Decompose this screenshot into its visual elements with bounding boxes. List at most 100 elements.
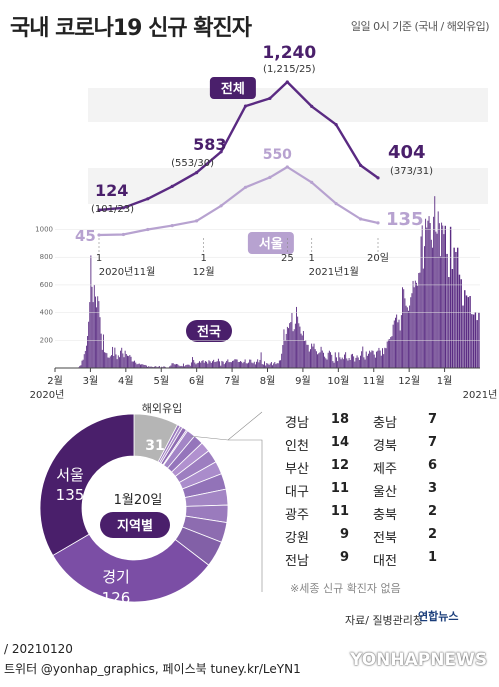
bar-day bbox=[411, 293, 413, 368]
bar-day bbox=[197, 362, 199, 368]
bar-day bbox=[85, 345, 87, 368]
bar-day bbox=[180, 365, 182, 368]
bar-day bbox=[221, 360, 223, 368]
bar-day bbox=[356, 355, 358, 368]
region-value: 3 bbox=[427, 481, 437, 496]
bar-day bbox=[99, 317, 101, 368]
bar-day bbox=[107, 357, 109, 368]
bar-day bbox=[460, 279, 462, 368]
bar-day bbox=[282, 345, 284, 368]
bar-day bbox=[315, 351, 317, 368]
basis-note: 일일 0시 기준 (국내 / 해외유입) bbox=[350, 20, 490, 33]
bar-day bbox=[82, 359, 84, 368]
bar-day bbox=[421, 225, 423, 368]
peak-total-sub: (1,215/25) bbox=[263, 64, 316, 75]
bar-day bbox=[217, 358, 219, 368]
bar-day bbox=[284, 340, 286, 368]
bar-day bbox=[80, 365, 82, 368]
bar-day bbox=[278, 360, 280, 368]
bar-day bbox=[360, 355, 361, 368]
bar-day bbox=[170, 365, 172, 368]
bar-day bbox=[299, 326, 301, 368]
bar-day bbox=[145, 365, 147, 368]
bar-day bbox=[456, 247, 459, 368]
bar-day bbox=[225, 362, 226, 368]
bar-day bbox=[398, 319, 400, 368]
bar-day bbox=[348, 358, 350, 368]
bar-y-tick-label: 600 bbox=[40, 281, 53, 289]
footer-date: / 20210120 bbox=[4, 642, 73, 656]
bar-day bbox=[444, 225, 446, 368]
seoul-line-point bbox=[334, 202, 338, 206]
bar-day bbox=[186, 364, 188, 368]
bar-day bbox=[374, 357, 376, 368]
bar-day bbox=[209, 361, 211, 368]
bar-day bbox=[455, 251, 457, 368]
bar-day bbox=[305, 340, 307, 368]
bar-year-label: 2021년 bbox=[463, 389, 498, 401]
bar-day bbox=[245, 363, 247, 368]
bar-day bbox=[262, 364, 264, 368]
bar-day bbox=[354, 361, 356, 368]
bar-day bbox=[357, 357, 359, 368]
bar-day bbox=[273, 363, 275, 368]
bar-day bbox=[121, 347, 123, 368]
bar-day bbox=[353, 356, 355, 368]
bar-day bbox=[131, 361, 133, 368]
bar-day bbox=[321, 350, 323, 368]
seoul-line-point bbox=[376, 221, 380, 225]
bar-day bbox=[438, 223, 440, 368]
bar-day bbox=[300, 333, 302, 368]
bar-day bbox=[237, 362, 239, 368]
bar-day bbox=[281, 353, 283, 368]
national-line-point bbox=[334, 123, 338, 127]
region-row: 전북 2 bbox=[373, 527, 461, 547]
bar-day bbox=[402, 287, 404, 368]
bar-day bbox=[161, 366, 163, 368]
bar-day bbox=[442, 225, 444, 368]
bar-day bbox=[327, 352, 329, 368]
region-name: 충북 bbox=[373, 508, 397, 523]
region-value: 11 bbox=[330, 504, 349, 519]
bar-day bbox=[118, 357, 120, 368]
region-value: 11 bbox=[330, 481, 349, 496]
national-badge-label: 전국 bbox=[197, 324, 221, 340]
bar-day bbox=[254, 364, 256, 368]
bar-day bbox=[122, 353, 124, 368]
dec-total-label: 583 bbox=[193, 135, 226, 154]
region-name: 제주 bbox=[373, 462, 397, 477]
bar-day bbox=[97, 296, 99, 368]
bar-day bbox=[115, 354, 117, 368]
bar-day bbox=[272, 365, 273, 368]
end-total-label: 404 bbox=[388, 142, 426, 163]
bar-day bbox=[298, 323, 300, 368]
bar-day bbox=[322, 352, 324, 368]
bar-day bbox=[372, 350, 374, 368]
region-row: 부산 12 bbox=[285, 458, 373, 478]
region-value: 1 bbox=[427, 550, 437, 565]
region-name: 부산 bbox=[285, 462, 309, 477]
bar-day bbox=[196, 363, 198, 368]
bar-day bbox=[253, 361, 255, 368]
bar-day bbox=[297, 316, 299, 368]
line-x-tick-label: 1 bbox=[200, 253, 206, 264]
bar-day bbox=[319, 352, 321, 368]
bar-day bbox=[412, 280, 414, 368]
bar-day bbox=[337, 361, 339, 368]
region-name: 강원 bbox=[285, 531, 309, 546]
bar-day bbox=[338, 352, 340, 368]
bar-day bbox=[94, 296, 96, 368]
seoul-line-point bbox=[359, 217, 363, 221]
bar-day bbox=[451, 269, 454, 368]
leader-line bbox=[189, 411, 263, 441]
bar-day bbox=[238, 361, 240, 368]
bar-day bbox=[310, 349, 311, 368]
bar-day bbox=[216, 361, 218, 368]
bar-day bbox=[358, 359, 360, 368]
bar-day bbox=[260, 352, 262, 368]
bar-day bbox=[400, 315, 402, 368]
region-row: 충남 7 bbox=[373, 412, 461, 432]
bar-day bbox=[434, 196, 436, 368]
bar-day bbox=[137, 363, 139, 368]
